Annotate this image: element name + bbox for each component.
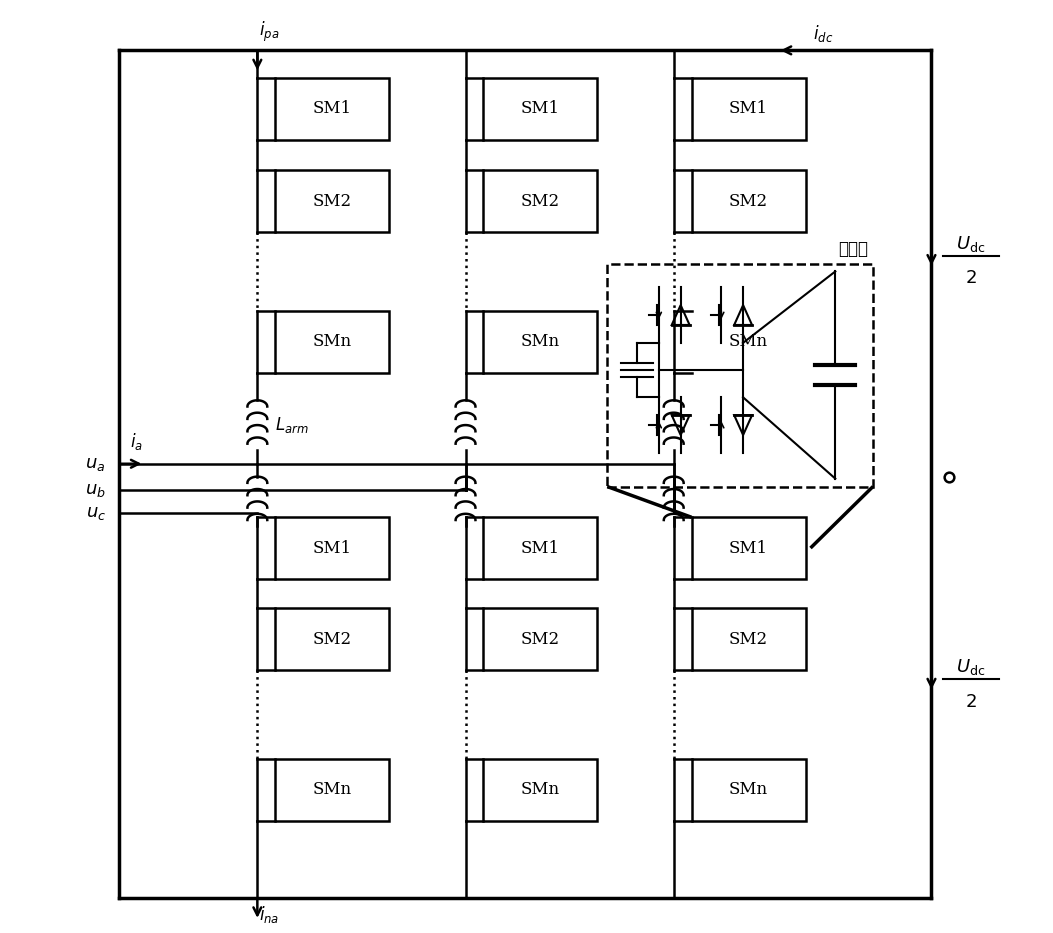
Text: $i_{pa}$: $i_{pa}$: [259, 21, 280, 45]
Text: $u_a$: $u_a$: [85, 454, 105, 473]
Text: SM2: SM2: [729, 192, 768, 210]
Text: SM1: SM1: [313, 539, 352, 556]
Text: SMn: SMn: [313, 333, 352, 350]
Text: SM1: SM1: [521, 539, 560, 556]
Bar: [692, 78, 806, 140]
Bar: [483, 78, 597, 140]
Text: $2$: $2$: [966, 270, 977, 287]
Bar: [483, 311, 597, 372]
Bar: [692, 759, 806, 821]
Text: SM2: SM2: [521, 631, 560, 648]
Bar: [692, 608, 806, 670]
Text: SM2: SM2: [313, 192, 352, 210]
Bar: [483, 759, 597, 821]
Text: SMn: SMn: [313, 782, 352, 799]
Text: $i_{na}$: $i_{na}$: [259, 904, 280, 925]
Text: SMn: SMn: [521, 782, 560, 799]
Text: SM1: SM1: [521, 101, 560, 118]
Bar: [275, 78, 390, 140]
Text: $u_c$: $u_c$: [85, 505, 105, 522]
Text: $i_{dc}$: $i_{dc}$: [813, 23, 833, 45]
Text: SM1: SM1: [729, 539, 768, 556]
Bar: [483, 171, 597, 231]
Bar: [275, 311, 390, 372]
Bar: [275, 517, 390, 578]
Bar: [692, 171, 806, 231]
Text: $U_{\rm dc}$: $U_{\rm dc}$: [956, 658, 986, 677]
Text: $U_{\rm dc}$: $U_{\rm dc}$: [956, 233, 986, 254]
Bar: [275, 759, 390, 821]
Bar: [275, 608, 390, 670]
Bar: [692, 517, 806, 578]
Text: 子模块: 子模块: [838, 240, 868, 258]
Text: SM2: SM2: [521, 192, 560, 210]
Bar: [483, 517, 597, 578]
Text: SM2: SM2: [729, 631, 768, 648]
Text: $u_b$: $u_b$: [85, 480, 105, 498]
Text: SMn: SMn: [729, 782, 768, 799]
Text: SM2: SM2: [313, 631, 352, 648]
Text: SMn: SMn: [729, 333, 768, 350]
Bar: [275, 171, 390, 231]
Text: SM1: SM1: [729, 101, 768, 118]
Text: SM1: SM1: [313, 101, 352, 118]
Bar: [608, 263, 873, 486]
Bar: [692, 311, 806, 372]
Text: $i_a$: $i_a$: [131, 431, 143, 452]
Text: SMn: SMn: [521, 333, 560, 350]
Text: $2$: $2$: [966, 693, 977, 711]
Text: $L_{arm}$: $L_{arm}$: [275, 415, 309, 435]
Bar: [483, 608, 597, 670]
